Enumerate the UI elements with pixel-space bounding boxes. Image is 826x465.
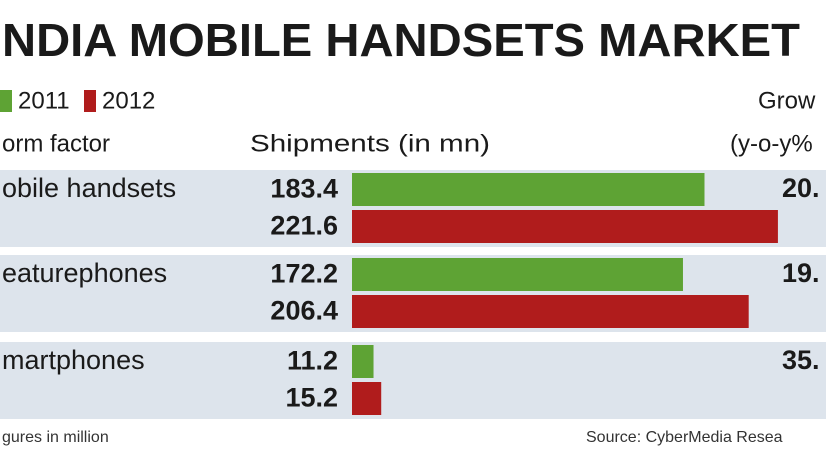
category-label: obile handsets xyxy=(2,173,176,203)
value-header: Shipments (in mn) xyxy=(250,130,490,157)
value-label: 221.6 xyxy=(270,211,338,241)
bar xyxy=(352,382,382,415)
bar xyxy=(352,210,778,243)
bar xyxy=(352,295,749,328)
value-label: 206.4 xyxy=(270,296,338,326)
value-label: 11.2 xyxy=(287,346,338,376)
bar xyxy=(352,258,683,291)
legend-label: 2011 xyxy=(18,87,70,114)
chart-title: NDIA MOBILE HANDSETS MARKET xyxy=(2,14,800,66)
bar xyxy=(352,173,705,206)
legend-swatch xyxy=(0,90,12,112)
growth-label: 35. xyxy=(782,345,820,375)
growth-label: 20. xyxy=(782,173,820,203)
bar xyxy=(352,345,374,378)
value-label: 15.2 xyxy=(285,383,338,413)
category-label: martphones xyxy=(2,345,145,375)
category-header: orm factor xyxy=(2,130,110,157)
legend-swatch xyxy=(84,90,96,112)
row-band xyxy=(0,342,826,419)
growth-header: (y-o-y% xyxy=(730,130,813,157)
legend-label: 2012 xyxy=(102,87,155,114)
category-label: eaturephones xyxy=(2,258,167,288)
source: Source: CyberMedia Resea xyxy=(586,429,783,446)
footnote: gures in million xyxy=(2,429,109,446)
growth-label: 19. xyxy=(782,258,820,288)
value-label: 172.2 xyxy=(270,259,338,289)
value-label: 183.4 xyxy=(270,174,338,204)
growth-header: Grow xyxy=(758,87,816,114)
